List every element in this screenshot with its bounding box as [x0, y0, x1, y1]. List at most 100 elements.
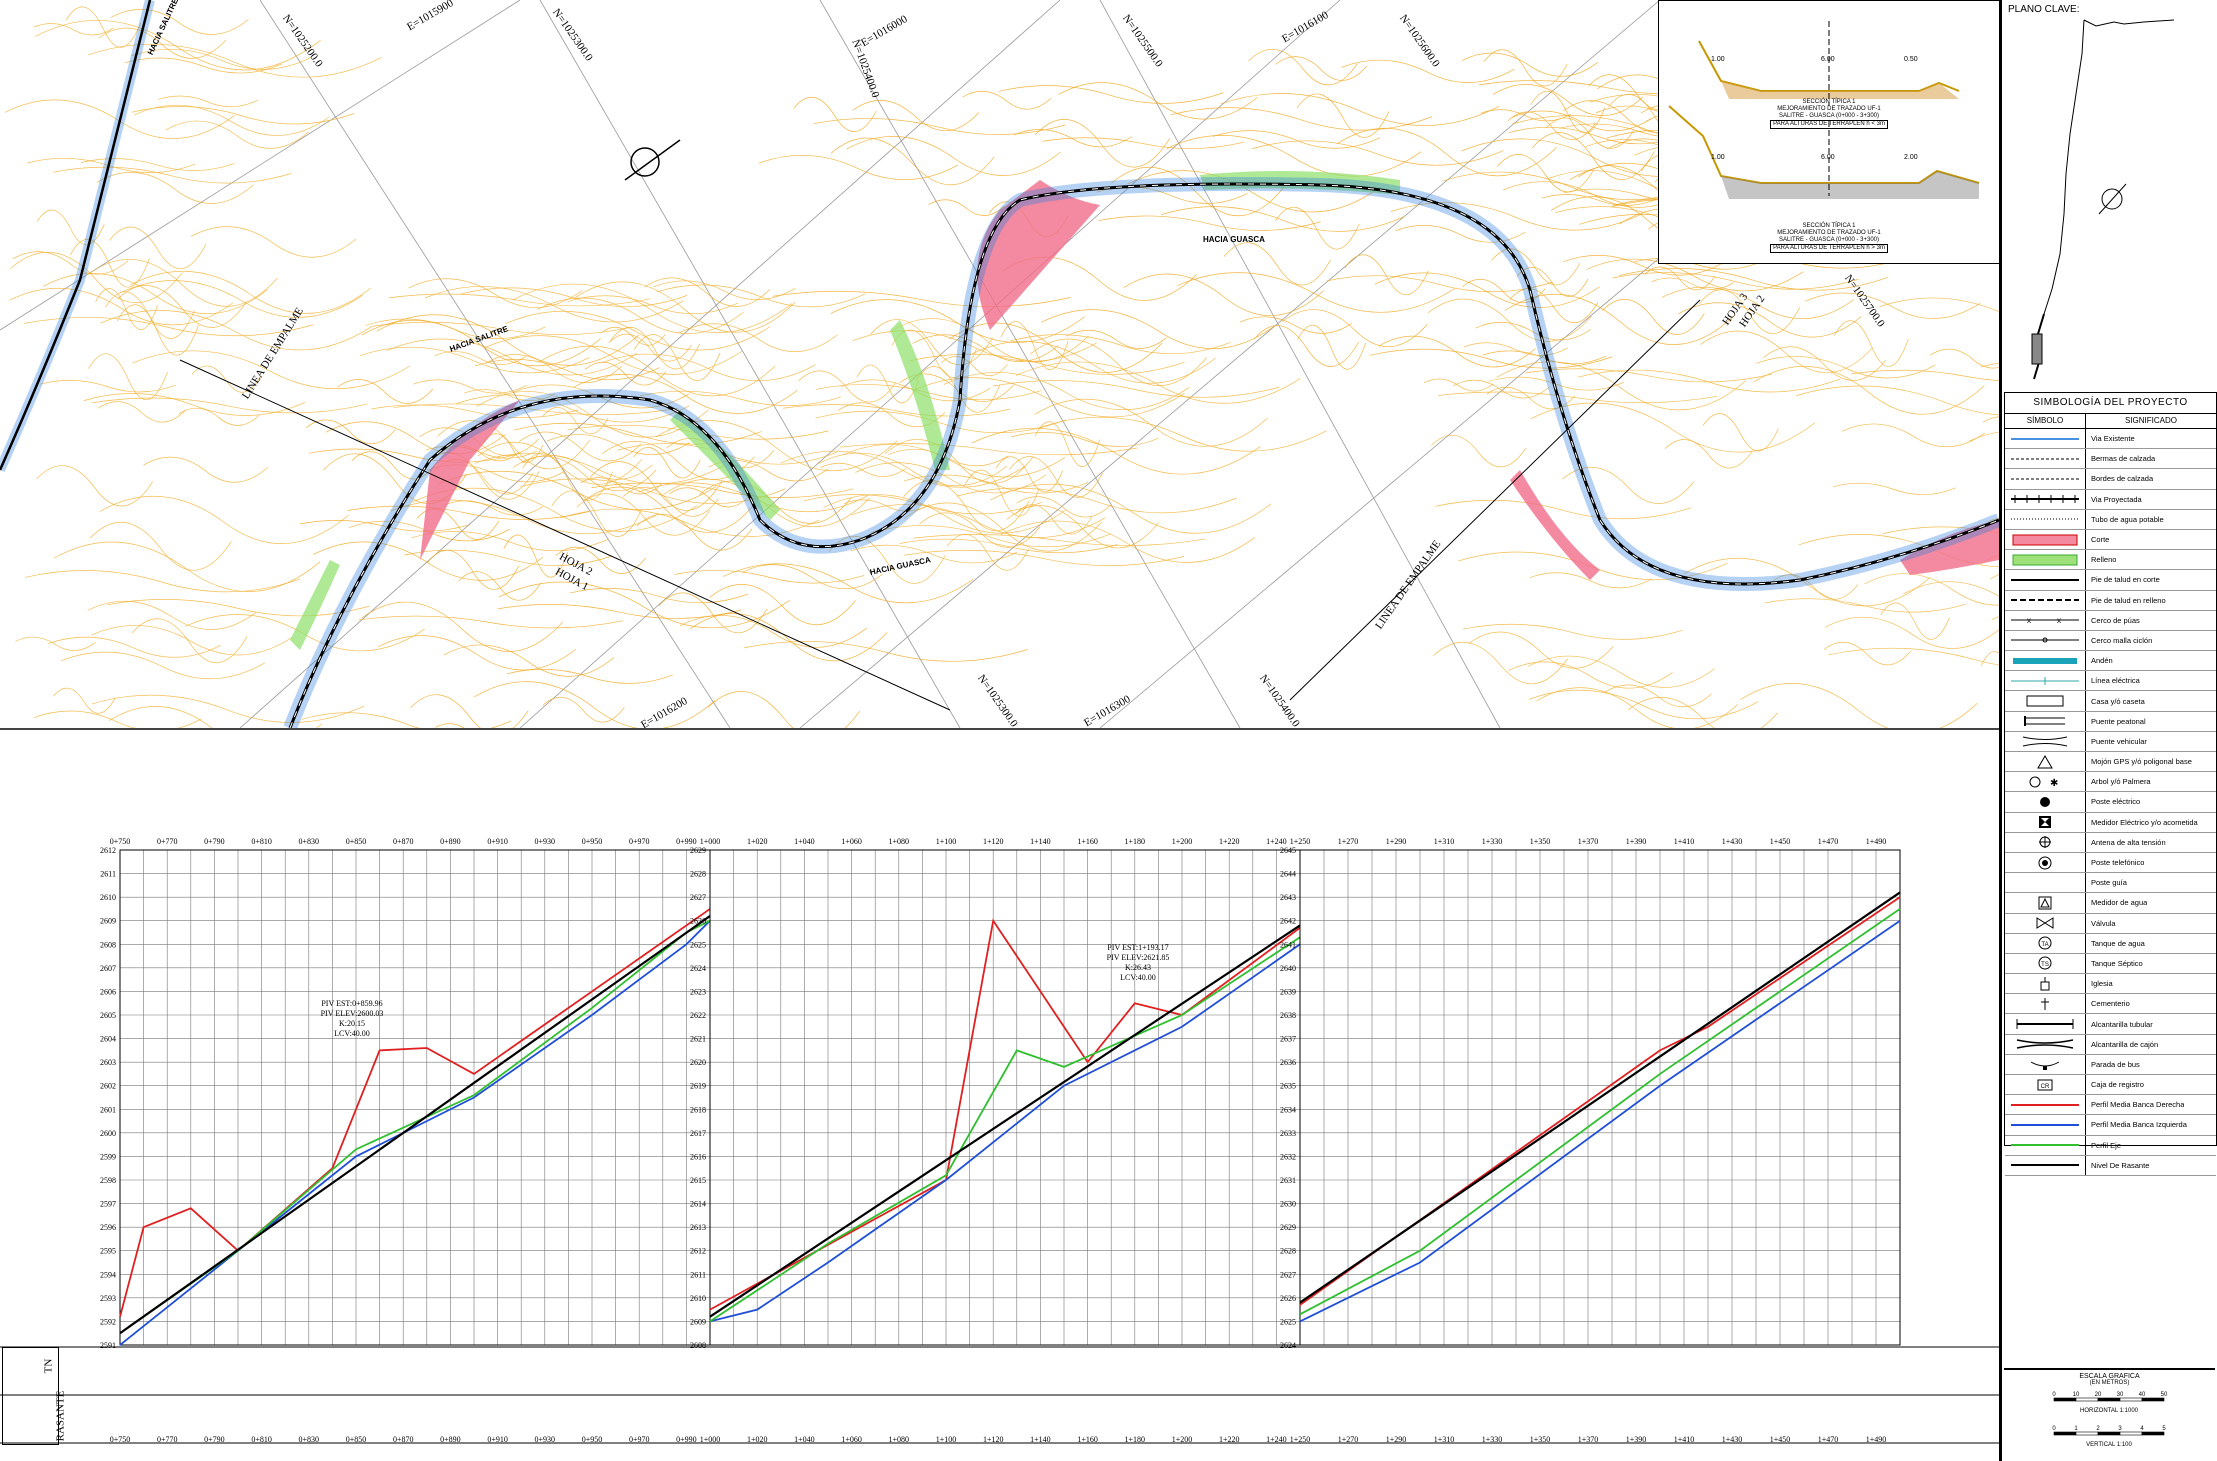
- x-tick-label: 1+270: [1338, 1435, 1359, 1444]
- x-tick-label: 0+990: [676, 1435, 697, 1444]
- contour-line: [1511, 110, 1651, 132]
- profile-line: [119, 908, 711, 1317]
- triangle-symbol-icon: [2005, 752, 2086, 772]
- contour-line: [36, 209, 105, 246]
- x-tick-label: 1+310: [1434, 1435, 1455, 1444]
- contour-line: [1764, 598, 1967, 613]
- contour-line: [582, 486, 754, 533]
- contour-line: [505, 310, 771, 351]
- contour-line: [393, 403, 679, 415]
- contour-line: [1644, 266, 1716, 291]
- contour-line: [1929, 348, 1999, 369]
- pvi-text: PIV EST:0+859.96: [321, 999, 382, 1008]
- grid-line: [0, 0, 521, 331]
- cut-area: [1510, 470, 1600, 580]
- contour-line: [1170, 107, 1433, 131]
- contour-line: [512, 283, 793, 334]
- y-tick-label: 2607: [100, 964, 116, 973]
- y-tick-label: 2602: [100, 1082, 116, 1091]
- contour-line: [443, 644, 615, 677]
- y-tick-label: 2603: [100, 1058, 116, 1067]
- contour-line: [117, 285, 247, 328]
- legend-col-meaning: SIGNIFICADO: [2124, 416, 2177, 425]
- legend-label: Poste eléctrico: [2091, 797, 2141, 807]
- contour-line: [1015, 504, 1093, 535]
- legend-row: Iglesia: [2005, 974, 2216, 995]
- match-line: [1289, 299, 1701, 701]
- scale-segment: [2053, 1431, 2077, 1436]
- contour-line: [165, 120, 309, 149]
- contour-line: [1990, 574, 1999, 580]
- black-symbol-icon: [2005, 1155, 2086, 1175]
- y-tick-label: 2626: [690, 917, 706, 926]
- contour-line: [1879, 297, 1999, 313]
- legend-row: Relleno: [2005, 550, 2216, 571]
- contour-line: [846, 136, 1061, 176]
- contour-line: [852, 100, 980, 132]
- contour-line: [435, 723, 465, 728]
- x-tick-label: 1+330: [1482, 1435, 1503, 1444]
- legend-label: Línea eléctrica: [2091, 676, 2140, 686]
- contour-line: [709, 584, 856, 625]
- corte-symbol-icon: [2005, 529, 2086, 550]
- x-tick-label: 1+290: [1386, 837, 1407, 846]
- legend-label: Cerco malla ciclón: [2091, 635, 2153, 645]
- x-tick-label: 1+100: [936, 1435, 957, 1444]
- contour-line: [408, 278, 583, 308]
- contour-line: [707, 691, 860, 728]
- profile-line: [119, 915, 711, 1335]
- contour-line: [131, 618, 248, 664]
- contour-line: [969, 341, 1216, 384]
- contour-line: [884, 439, 1034, 484]
- contour-line: [413, 379, 527, 394]
- legend-label: Casa y/ó caseta: [2091, 696, 2145, 706]
- dash-thick-symbol-icon: [2005, 590, 2086, 610]
- legend-row: TA Tanque de agua: [2005, 933, 2216, 954]
- contour-line: [1604, 684, 1712, 708]
- contour-line: [1464, 342, 1569, 356]
- contour-line: [1982, 416, 1999, 423]
- contour-line: [1220, 93, 1500, 126]
- contour-line: [1427, 298, 1592, 342]
- contour-line: [744, 641, 1028, 662]
- contour-line: [360, 346, 590, 374]
- contour-line: [1619, 268, 1889, 291]
- contour-line: [574, 281, 796, 333]
- contour-line: [567, 295, 739, 314]
- y-tick-label: 2618: [690, 1105, 706, 1114]
- legend-label: Bermas de calzada: [2091, 454, 2156, 464]
- contour-line: [1824, 616, 1999, 649]
- contour-line: [36, 465, 153, 507]
- legend-label: Cerco de púas: [2091, 615, 2140, 625]
- contour-line: [1486, 387, 1576, 410]
- contour-line: [35, 20, 321, 71]
- contour-line: [551, 490, 642, 537]
- contour-line: [910, 353, 1185, 375]
- contour-line: [33, 710, 202, 728]
- contour-line: [498, 581, 790, 629]
- pvi-text: LCV:40.00: [334, 1029, 370, 1038]
- contour-line: [1850, 369, 1999, 382]
- bus-symbol-icon: [2005, 1054, 2086, 1074]
- legend-row: Corte: [2005, 529, 2216, 551]
- contour-line: [358, 615, 623, 629]
- profile-line: [709, 936, 1301, 1323]
- contour-line: [107, 599, 370, 617]
- contour-line: [134, 104, 330, 136]
- x-tick-label: 1+060: [841, 837, 862, 846]
- legend-row: Tubo de agua potable: [2005, 509, 2216, 530]
- legend-col-symbol: SÍMBOLO: [2005, 414, 2086, 428]
- contour-line: [456, 394, 690, 423]
- legend-label: Cementerio: [2091, 999, 2130, 1009]
- legend-row: Perfil Eje: [2005, 1135, 2216, 1156]
- contour-line: [782, 404, 1011, 417]
- contour-line: [903, 480, 1030, 532]
- profile-row-header: TN RASANTE: [2, 1347, 66, 1445]
- contour-line: [478, 441, 643, 485]
- contour-line: [1480, 109, 1571, 122]
- contour-line: [337, 379, 434, 404]
- x-tick-label: 0+850: [346, 837, 367, 846]
- profile-frame: [709, 849, 1301, 1346]
- contour-line: [24, 570, 301, 593]
